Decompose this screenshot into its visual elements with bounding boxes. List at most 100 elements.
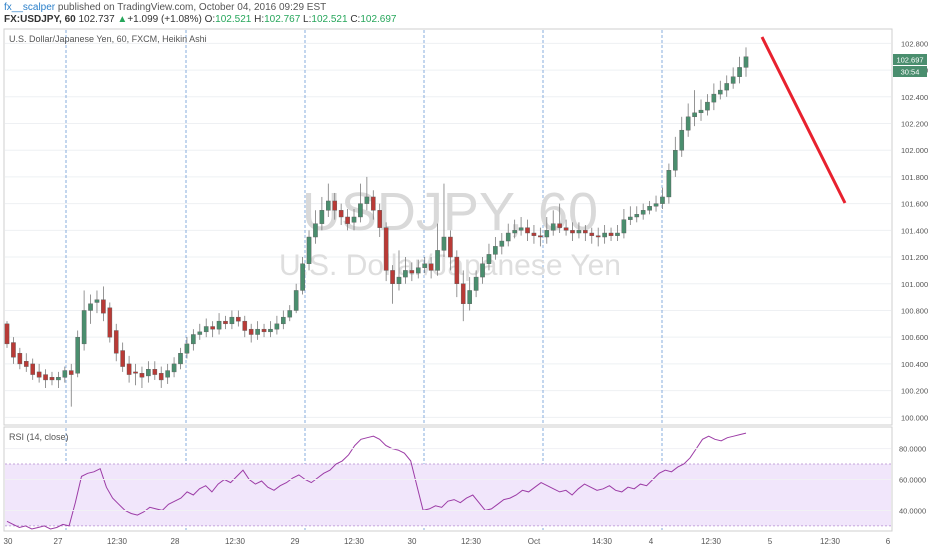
candle-body: [563, 227, 569, 231]
candle-body: [81, 310, 87, 345]
time-tick-label: 28: [171, 537, 180, 546]
symbol-label: FX:USDJPY, 60: [4, 14, 76, 25]
candle-body: [165, 370, 170, 378]
candle-body: [120, 350, 125, 367]
price-tick-label: 102.800: [901, 39, 928, 48]
time-tick-label: 30: [408, 537, 417, 546]
time-tick-label: 4: [649, 537, 654, 546]
candle-body: [351, 216, 357, 223]
price-tick-label: 101.600: [901, 200, 928, 209]
rsi-title: RSI (14, close): [9, 432, 69, 442]
candle-body: [223, 320, 228, 325]
candle-body: [640, 210, 646, 215]
time-axis[interactable]: 30 27 12:30 28 12:30 29 12:30 30 12:30 Oct 14:30 4 1…: [4, 537, 891, 546]
candle-body: [171, 363, 177, 373]
price-tick-label: 102.000: [901, 146, 928, 155]
candle-body: [17, 353, 23, 365]
candle-body: [229, 316, 235, 325]
time-tick-label: 12:30: [344, 537, 365, 546]
rsi-axis[interactable]: 40.0000 60.0000 80.0000: [5, 445, 926, 516]
candle-body: [274, 323, 280, 330]
price-tick-label: 100.800: [901, 306, 928, 315]
time-tick-label: 27: [54, 537, 63, 546]
candle-body: [248, 328, 254, 335]
rsi-band-fill: [5, 464, 891, 526]
candle-body: [236, 316, 241, 322]
candle-body: [608, 232, 614, 236]
candle-body: [268, 328, 273, 333]
candle-body: [448, 236, 453, 258]
candle-body: [454, 256, 460, 284]
candle-body: [255, 328, 260, 335]
candle-body: [158, 373, 164, 381]
rsi-tick-label: 80.0000: [899, 445, 926, 454]
candle-body: [184, 343, 190, 354]
price-tick-label: 102.200: [901, 119, 928, 128]
candle-body: [242, 320, 248, 331]
candle-body: [338, 210, 344, 218]
candle-body: [370, 196, 376, 211]
candle-body: [460, 283, 466, 304]
candle-body: [595, 235, 601, 238]
candle-body: [409, 270, 415, 274]
candle-body: [377, 210, 383, 228]
candle-body: [216, 320, 222, 330]
candle-body: [49, 377, 55, 381]
candle-body: [30, 363, 36, 375]
candle-body: [133, 371, 138, 374]
time-tick-label: 12:30: [701, 537, 722, 546]
rsi-tick-label: 40.0000: [899, 506, 926, 515]
candle-body: [666, 170, 672, 198]
ohlc-line: FX:USDJPY, 60 102.737 ▲+1.099 (+1.08%) O…: [4, 14, 396, 25]
candle-body: [570, 230, 575, 234]
candle-body: [685, 116, 691, 131]
candle-body: [210, 326, 215, 330]
candle-body: [422, 263, 427, 268]
price-tick-label: 100.400: [901, 360, 928, 369]
candle-body: [191, 334, 196, 345]
candle-body: [313, 223, 318, 238]
candle-body: [717, 89, 723, 95]
candle-body: [287, 310, 293, 318]
price-badge: [893, 54, 927, 65]
candle-body: [281, 316, 286, 325]
red-trend-line[interactable]: [760, 36, 847, 204]
time-tick-label: 30: [4, 537, 13, 546]
price-tick-label: 101.800: [901, 173, 928, 182]
low-label: L:: [303, 14, 312, 25]
candle-body: [673, 150, 678, 171]
candle-body: [345, 216, 350, 224]
publish-info: fx__scalper published on TradingView.com…: [4, 2, 326, 13]
price-tick-label: 101.000: [901, 280, 928, 289]
candle-body: [692, 112, 697, 118]
candle-body: [126, 363, 132, 375]
price-tick-label: 102.400: [901, 93, 928, 102]
candle-body: [576, 230, 582, 234]
candle-body: [261, 328, 267, 333]
price-pane-frame: [3, 28, 893, 426]
candle-body: [11, 342, 16, 358]
time-tick-label: 29: [291, 537, 300, 546]
candle-body: [473, 276, 479, 291]
countdown-badge: [893, 66, 927, 77]
candle-body: [705, 101, 710, 111]
candle-body: [660, 196, 665, 204]
candles: [4, 47, 749, 407]
candle-body: [653, 203, 659, 207]
candle-body: [679, 129, 685, 151]
time-tick-label: 5: [768, 537, 773, 546]
rsi-tick-label: 60.0000: [899, 476, 926, 485]
candle-body: [88, 303, 93, 311]
price-gridlines: [5, 42, 891, 418]
candle-body: [550, 223, 556, 231]
candle-body: [518, 227, 524, 231]
candle-body: [383, 227, 389, 271]
author-link[interactable]: fx__scalper: [4, 2, 56, 13]
time-tick-label: 12:30: [107, 537, 128, 546]
candle-body: [23, 361, 29, 367]
price-axis[interactable]: 100.000 100.200 100.400 100.600 100.800 101.0…: [901, 39, 928, 422]
candle-body: [544, 230, 550, 238]
header: fx__scalper published on TradingView.com…: [0, 0, 932, 27]
candle-body: [493, 246, 498, 255]
